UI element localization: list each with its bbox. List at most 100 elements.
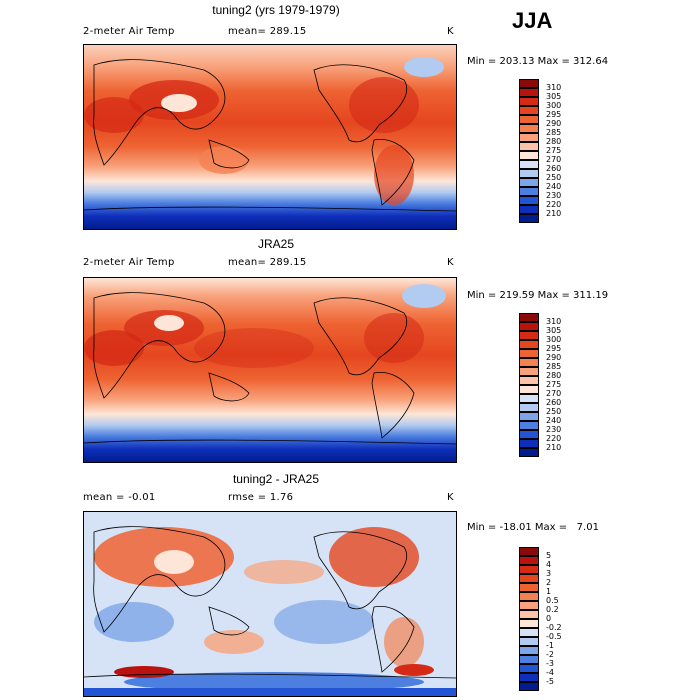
panel-2-mean: mean= 289.15 [228, 257, 307, 268]
colorbar-tick-label: 300 [546, 101, 562, 110]
colorbar-swatch [519, 673, 539, 682]
colorbar-swatch [519, 367, 539, 376]
colorbar-tick-label: 310 [546, 317, 562, 326]
panel-2-title: JRA25 [257, 237, 295, 251]
colorbar-swatch [519, 214, 539, 223]
colorbar-tick-label: 210 [546, 443, 562, 452]
colorbar-swatch [519, 106, 539, 115]
panel-1-map [83, 44, 457, 230]
colorbar-tick-label: 0 [546, 614, 552, 623]
colorbar-tick-label: 295 [546, 344, 562, 353]
colorbar-swatch [519, 97, 539, 106]
colorbar-tick-label: 0.2 [546, 605, 559, 614]
colorbar-swatch [519, 115, 539, 124]
colorbar-tick-label: 1 [546, 587, 552, 596]
colorbar-swatch [519, 556, 539, 565]
panel-3-map [83, 511, 457, 697]
panel-1-minmax: Min = 203.13 Max = 312.64 [467, 56, 609, 67]
colorbar-swatch [519, 565, 539, 574]
season-label: JJA [512, 8, 553, 33]
colorbar-swatch [519, 178, 539, 187]
colorbar-swatch [519, 169, 539, 178]
colorbar-swatch [519, 376, 539, 385]
colorbar-tick-label: 230 [546, 425, 562, 434]
colorbar-swatch [519, 142, 539, 151]
colorbar-swatch [519, 160, 539, 169]
colorbar-tick-label: 3 [546, 569, 552, 578]
colorbar-tick-label: 305 [546, 92, 562, 101]
colorbar-tick-label: -5 [546, 677, 554, 686]
panel-3-minmax: Min = -18.01 Max = 7.01 [467, 522, 599, 533]
colorbar-tick-label: 275 [546, 380, 562, 389]
colorbar-swatch [519, 79, 539, 88]
colorbar-swatch [519, 646, 539, 655]
colorbar-swatch [519, 349, 539, 358]
panel-2-minmax: Min = 219.59 Max = 311.19 [467, 290, 609, 301]
colorbar-tick-label: 220 [546, 200, 562, 209]
colorbar-tick-label: 250 [546, 407, 562, 416]
colorbar-tick-label: -3 [546, 659, 554, 668]
colorbar-swatch [519, 421, 539, 430]
colorbar-tick-label: 275 [546, 146, 562, 155]
panel-3-title: tuning2 - JRA25 [232, 472, 320, 486]
colorbar-tick-label: 270 [546, 389, 562, 398]
panel-3-rmse: rmse = 1.76 [228, 492, 294, 503]
colorbar-swatch [519, 313, 539, 322]
colorbar-tick-label: 4 [546, 560, 552, 569]
colorbar-tick-label: 285 [546, 128, 562, 137]
colorbar-swatch [519, 682, 539, 691]
panel-1-colorbar: 310 305 300 295 290 285 280 275 270 260 250 240 230 2… [519, 79, 599, 224]
colorbar-swatch [519, 322, 539, 331]
colorbar-swatch [519, 403, 539, 412]
colorbar-tick-label: 250 [546, 173, 562, 182]
colorbar-tick-label: 280 [546, 137, 562, 146]
colorbar-swatch [519, 628, 539, 637]
colorbar-tick-label: 290 [546, 353, 562, 362]
colorbar-tick-label: 5 [546, 551, 552, 560]
colorbar-swatch [519, 583, 539, 592]
colorbar-swatch [519, 205, 539, 214]
colorbar-tick-label: 2 [546, 578, 552, 587]
panel-3-mean: mean = -0.01 [83, 492, 156, 503]
colorbar-tick-label: 260 [546, 164, 562, 173]
panel-1-title: tuning2 (yrs 1979-1979) [212, 3, 340, 17]
colorbar-swatch [519, 619, 539, 628]
panel-2-field-label: 2-meter Air Temp [83, 257, 175, 268]
panel-3-colorbar: 5 4 3 2 1 0.5 0.2 0 -0.2 -0.5 -1 -2 -3 -4 -5 [519, 547, 599, 692]
colorbar-swatch [519, 133, 539, 142]
colorbar-tick-label: 240 [546, 416, 562, 425]
colorbar-swatch [519, 187, 539, 196]
panel-2-map [83, 277, 457, 463]
colorbar-swatch [519, 331, 539, 340]
panel-1-mean: mean= 289.15 [228, 26, 307, 37]
colorbar-swatch [519, 124, 539, 133]
colorbar-swatch [519, 601, 539, 610]
colorbar-swatch [519, 547, 539, 556]
colorbar-tick-label: 310 [546, 83, 562, 92]
colorbar-swatch [519, 340, 539, 349]
colorbar-swatch [519, 88, 539, 97]
colorbar-tick-label: 305 [546, 326, 562, 335]
panel-3-units: K [447, 492, 454, 503]
colorbar-swatch [519, 196, 539, 205]
colorbar-tick-label: -2 [546, 650, 554, 659]
colorbar-tick-label: 210 [546, 209, 562, 218]
colorbar-tick-label: -4 [546, 668, 554, 677]
colorbar-swatch [519, 592, 539, 601]
colorbar-swatch [519, 385, 539, 394]
panel-2-colorbar: 310 305 300 295 290 285 280 275 270 260 250 240 230 2… [519, 313, 599, 458]
colorbar-swatch [519, 151, 539, 160]
colorbar-tick-label: 300 [546, 335, 562, 344]
colorbar-tick-label: 240 [546, 182, 562, 191]
colorbar-tick-label: 230 [546, 191, 562, 200]
panel-2-units: K [447, 257, 454, 268]
colorbar-swatch [519, 610, 539, 619]
colorbar-swatch [519, 637, 539, 646]
colorbar-tick-label: 295 [546, 110, 562, 119]
colorbar-swatch [519, 574, 539, 583]
colorbar-tick-label: 280 [546, 371, 562, 380]
colorbar-tick-label: 260 [546, 398, 562, 407]
colorbar-tick-label: 285 [546, 362, 562, 371]
colorbar-swatch [519, 412, 539, 421]
colorbar-tick-label: 220 [546, 434, 562, 443]
